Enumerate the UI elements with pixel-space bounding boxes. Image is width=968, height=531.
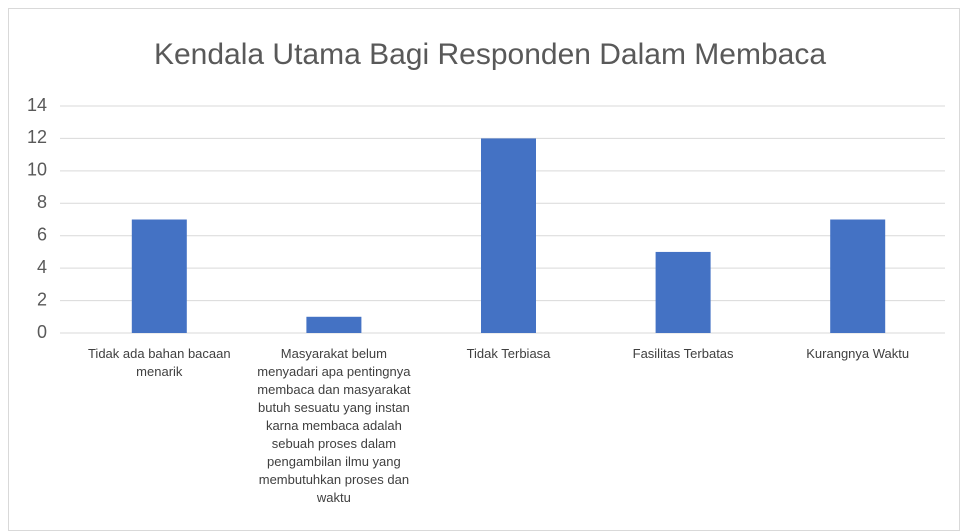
bar (306, 316, 362, 333)
bar (481, 138, 536, 333)
x-tick-label: Tidak Terbiasa (466, 346, 551, 361)
y-tick-label: 2 (37, 289, 47, 309)
x-tick-label: Masyarakat belum menyadari apa pentingny… (257, 346, 411, 505)
bar (655, 251, 711, 333)
bar (830, 219, 886, 333)
chart-title: Kendala Utama Bagi Responden Dalam Memba… (154, 38, 826, 71)
x-tick-label: Tidak ada bahan bacaan menarik (87, 346, 231, 379)
y-tick-label: 14 (27, 95, 47, 115)
y-tick-label: 0 (37, 322, 47, 342)
x-tick-label: Fasilitas Terbatas (632, 346, 734, 361)
y-tick-label: 6 (37, 224, 47, 244)
y-tick-label: 4 (37, 257, 47, 277)
x-tick-label: Kurangnya Waktu (806, 346, 910, 361)
bar (131, 219, 187, 333)
y-tick-label: 10 (27, 160, 47, 180)
y-tick-label: 8 (37, 192, 47, 212)
y-tick-label: 12 (27, 127, 47, 147)
